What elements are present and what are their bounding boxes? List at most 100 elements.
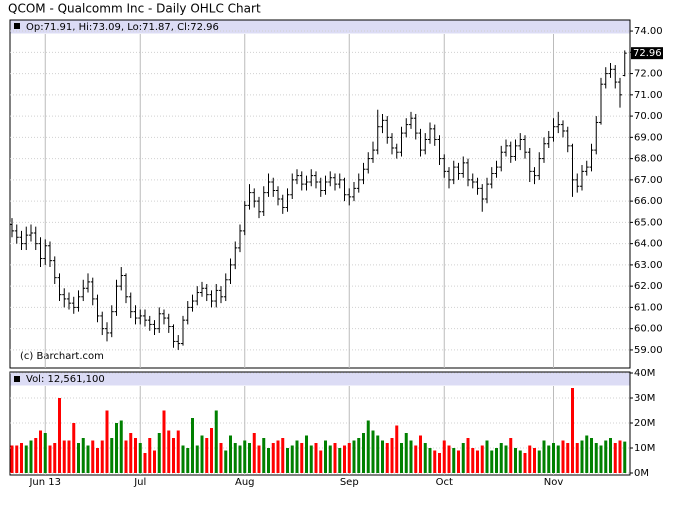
- volume-bar: [115, 423, 118, 473]
- volume-bar: [224, 450, 228, 473]
- volume-bar: [20, 443, 23, 473]
- volume-bar: [58, 398, 61, 473]
- volume-bar: [518, 450, 522, 473]
- volume-bar: [623, 441, 627, 473]
- volume-bar: [219, 443, 223, 473]
- x-tick-label: Jul: [133, 477, 146, 488]
- volume-bar: [547, 445, 551, 473]
- x-tick-label: Oct: [436, 477, 453, 488]
- y-tick-label: 71.00: [634, 90, 663, 101]
- y-tick-label: 20M: [634, 418, 655, 429]
- volume-bar: [381, 440, 384, 473]
- volume-bar: [24, 445, 28, 473]
- volume-bar: [281, 438, 285, 473]
- y-tick-label: 69.00: [634, 132, 663, 143]
- volume-bar: [556, 445, 560, 473]
- volume-bar: [124, 440, 128, 473]
- volume-bar: [442, 440, 446, 473]
- volume-bar: [390, 438, 394, 473]
- volume-bar: [300, 443, 304, 473]
- volume-bar: [552, 443, 555, 473]
- volume-bar: [371, 430, 375, 473]
- volume-bar: [167, 430, 171, 473]
- volume-bar: [181, 445, 185, 473]
- y-tick-label: 70.00: [634, 111, 663, 122]
- x-tick-label: Nov: [544, 477, 564, 488]
- volume-bar: [229, 435, 232, 473]
- volume-bar: [376, 435, 380, 473]
- volume-bar: [233, 443, 237, 473]
- volume-bar: [362, 433, 365, 473]
- volume-bar: [447, 445, 451, 473]
- volume-bar: [324, 440, 327, 473]
- volume-bar: [157, 433, 161, 473]
- volume-bar: [395, 425, 399, 473]
- volume-bar: [523, 453, 527, 473]
- volume-bar: [352, 440, 356, 473]
- header-icon: [14, 376, 20, 382]
- volume-bar: [172, 438, 175, 473]
- volume-bar: [580, 440, 584, 473]
- volume-bar: [39, 430, 42, 473]
- volume-bar: [343, 445, 346, 473]
- volume-bar: [609, 438, 612, 473]
- volume-bar: [400, 443, 403, 473]
- y-tick-label: 30M: [634, 393, 655, 404]
- volume-bar: [191, 418, 194, 473]
- y-tick-label: 68.00: [634, 154, 663, 165]
- volume-bar: [471, 448, 475, 473]
- volume-bar: [466, 438, 470, 473]
- volume-bar: [542, 440, 546, 473]
- volume-bar: [257, 445, 261, 473]
- y-tick-label: 74.00: [634, 26, 663, 37]
- volume-bar: [618, 440, 622, 473]
- volume-bar: [357, 438, 361, 473]
- volume-bar: [385, 443, 389, 473]
- volume-bar: [594, 443, 598, 473]
- volume-bar: [195, 445, 199, 473]
- volume-bar: [81, 438, 85, 473]
- price-header: [10, 20, 630, 34]
- volume-bar: [29, 440, 33, 473]
- volume-bar: [91, 440, 95, 473]
- y-tick-label: 66.00: [634, 196, 663, 207]
- volume-bar: [571, 388, 574, 473]
- volume-header: [10, 372, 630, 386]
- volume-bar: [428, 448, 432, 473]
- volume-bar: [409, 440, 413, 473]
- volume-bar: [267, 448, 270, 473]
- volume-bar: [238, 445, 242, 473]
- volume-bar: [200, 435, 204, 473]
- volume-bar: [613, 443, 617, 473]
- volume-bar: [476, 450, 479, 473]
- volume-bar: [328, 445, 332, 473]
- volume-bar: [495, 448, 498, 473]
- volume-bar: [514, 448, 517, 473]
- volume-bar: [537, 450, 541, 473]
- volume-bar: [262, 438, 266, 473]
- volume-bar: [62, 440, 66, 473]
- volume-bar: [414, 445, 418, 473]
- volume-bar: [48, 445, 52, 473]
- volume-bar: [347, 443, 351, 473]
- volume-label: Vol: 12,561,100: [26, 374, 105, 385]
- volume-bar: [186, 448, 190, 473]
- volume-bar: [105, 410, 109, 473]
- chart-title: QCOM - Qualcomm Inc - Daily OHLC Chart: [8, 2, 261, 16]
- y-tick-label: 59.00: [634, 345, 663, 356]
- volume-bar: [309, 445, 313, 473]
- y-tick-label: 64.00: [634, 239, 663, 250]
- volume-bar: [110, 438, 114, 473]
- volume-bar: [438, 453, 441, 473]
- volume-bar: [561, 440, 565, 473]
- volume-bar: [461, 443, 465, 473]
- volume-bar: [100, 440, 104, 473]
- volume-bar: [248, 443, 251, 473]
- volume-bar: [53, 443, 57, 473]
- volume-bar: [599, 445, 603, 473]
- volume-bar: [210, 428, 213, 473]
- volume-bar: [333, 443, 337, 473]
- y-tick-label: 61.00: [634, 302, 663, 313]
- volume-bar: [314, 443, 318, 473]
